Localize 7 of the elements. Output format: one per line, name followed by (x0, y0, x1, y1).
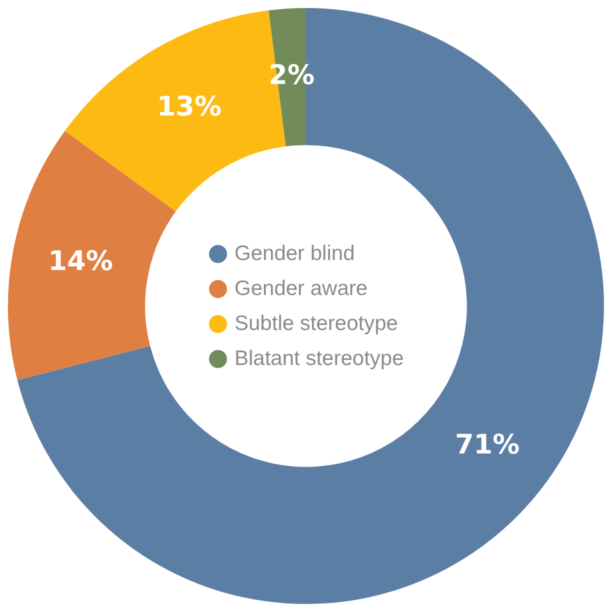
legend-label: Gender aware (234, 276, 368, 302)
data-label: 14% (48, 246, 113, 278)
legend-label: Subtle stereotype (234, 311, 398, 337)
legend-label: Gender blind (234, 241, 355, 267)
data-label: 13% (156, 92, 222, 123)
legend-label: Blatant stereotype (234, 346, 404, 372)
data-label: 71% (454, 430, 520, 461)
